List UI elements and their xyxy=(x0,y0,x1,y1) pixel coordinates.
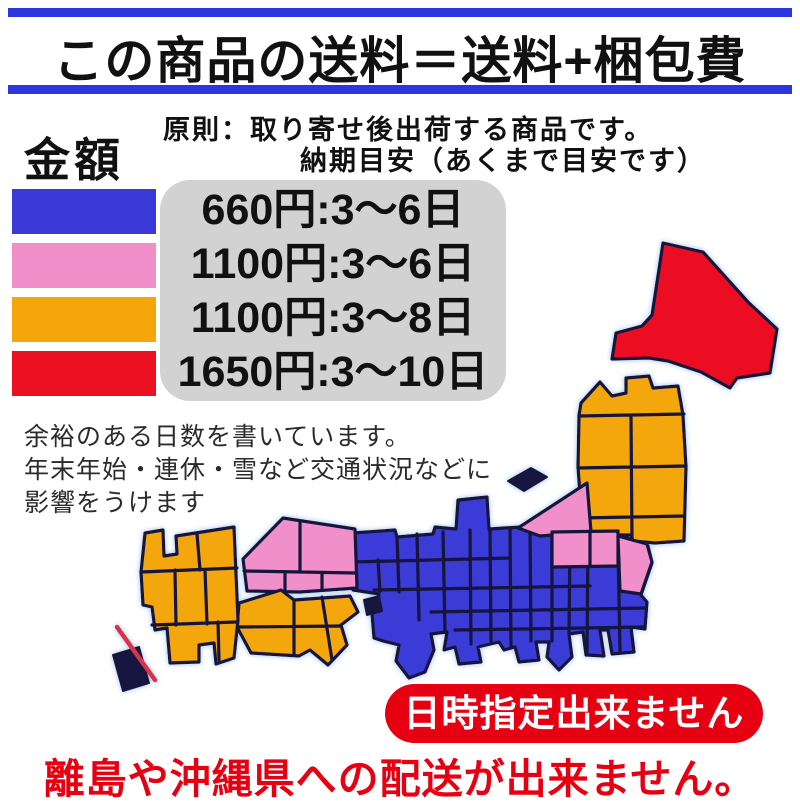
notes-line1: 余裕のある日数を書いています。 xyxy=(24,423,411,451)
map-region-hokkaido xyxy=(610,241,779,390)
map-island-okinawa xyxy=(112,646,150,692)
map-region-tohoku xyxy=(576,374,688,545)
map-region-shikoku xyxy=(235,588,360,667)
page-title: この商品の送料＝送料+梱包費 xyxy=(53,33,747,89)
price-row-3: 1100円:3～8日 xyxy=(190,293,476,342)
notes-line2: 年末年始・連休・雪など交通状況などに xyxy=(24,456,493,484)
map-region-niigata-minami-tohoku xyxy=(516,481,654,596)
notes-line3: 影響をうけます xyxy=(24,489,207,517)
price-row-1: 660円:3～6日 xyxy=(201,185,465,234)
price-table: 660円:3～6日 1100円:3～6日 1100円:3～8日 1650円:3～… xyxy=(160,180,506,401)
principle-line2: 納期目安（あくまで目安です） xyxy=(300,146,706,176)
legend-swatch-red xyxy=(12,351,156,396)
principle-line1: 原則：取り寄せ後出荷する商品です。 xyxy=(163,115,654,145)
header-top-bar xyxy=(8,8,792,17)
legend-swatch-orange xyxy=(12,297,156,342)
map-island-sado xyxy=(507,467,548,492)
map-region-chugoku xyxy=(241,516,359,594)
price-row-2: 1100円:3～6日 xyxy=(190,239,476,288)
legend-swatch-pink xyxy=(12,243,156,288)
okinawa-no-delivery-slash xyxy=(114,624,158,683)
delivery-notes: 余裕のある日数を書いています。 年末年始・連休・雪など交通状況などに 影響をうけ… xyxy=(24,421,492,520)
map-island-seto xyxy=(363,595,383,616)
header-bottom-bar xyxy=(8,85,792,94)
remote-island-warning: 離島や沖縄県への配送が出来ません。 xyxy=(43,756,757,802)
no-datetime-badge: 日時指定出来ません xyxy=(385,684,763,743)
map-region-kyushu xyxy=(139,525,240,666)
principle-note: 原則：取り寄せ後出荷する商品です。 納期目安（あくまで目安です） xyxy=(163,115,706,177)
legend-swatch-blue xyxy=(12,189,156,234)
price-row-4: 1650円:3～10日 xyxy=(177,347,489,396)
amount-label: 金額 xyxy=(24,134,124,186)
